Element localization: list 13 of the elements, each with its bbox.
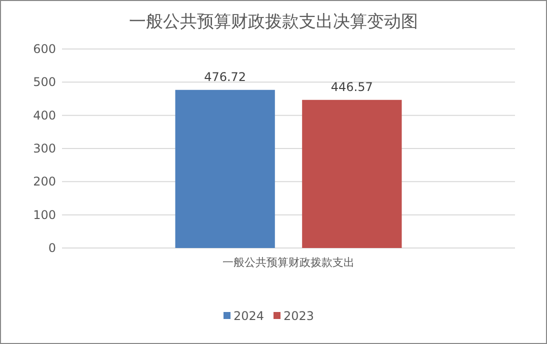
data-label: 446.57 [330, 80, 373, 94]
legend-label: 2024 [234, 309, 264, 323]
x-tick-label: 一般公共预算财政拨款支出 [222, 256, 354, 269]
y-tick-label: 0 [48, 241, 56, 255]
y-tick-label: 400 [33, 108, 56, 122]
y-tick-label: 300 [33, 142, 56, 156]
y-tick-label: 500 [33, 75, 56, 90]
legend-label: 2023 [284, 309, 314, 323]
chart-title: 一般公共预算财政拨款支出决算变动图 [129, 12, 418, 32]
y-tick-label: 200 [33, 174, 56, 189]
y-tick-label: 100 [33, 208, 56, 222]
data-label: 476.72 [204, 70, 246, 84]
y-tick-label: 600 [33, 42, 56, 56]
